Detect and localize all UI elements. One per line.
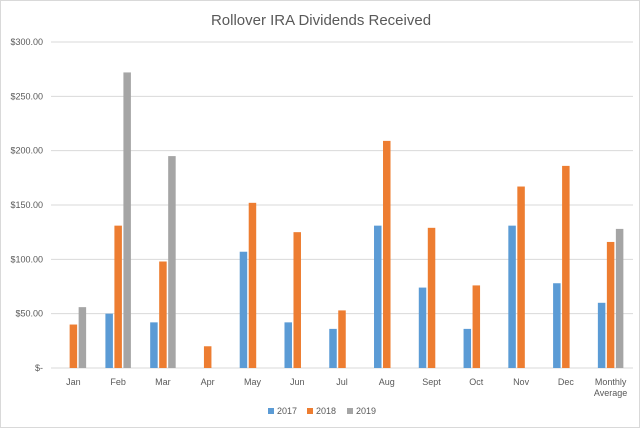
legend-swatch-2017 [268, 408, 274, 414]
bar-2019-monthly-average [615, 228, 624, 368]
bar-2018-aug [383, 140, 391, 368]
y-tick-label: $100.00 [10, 254, 43, 264]
bar-2017-dec [553, 283, 561, 368]
legend-swatch-2018 [307, 408, 313, 414]
x-tick-label: Oct [469, 377, 484, 387]
bar-2018-jan [69, 324, 78, 368]
x-tick-label: Jul [336, 377, 348, 387]
legend-label-2018: 2018 [316, 406, 336, 416]
x-tick-label: May [244, 377, 262, 387]
x-tick-label: Dec [558, 377, 575, 387]
bar-2018-apr [203, 346, 212, 368]
chart-title: Rollover IRA Dividends Received [211, 12, 431, 29]
bar-2018-jul [338, 310, 346, 368]
y-tick-label: $200.00 [10, 146, 43, 156]
y-tick-label: $300.00 [10, 37, 43, 47]
x-tick-label: Monthly [595, 377, 627, 387]
bar-2017-nov [508, 225, 516, 368]
bar-2018-sept [427, 227, 436, 368]
bar-2017-may [239, 251, 248, 368]
bar-2019-jan [78, 307, 87, 368]
x-tick-label: Nov [513, 377, 530, 387]
y-tick-label: $- [35, 363, 43, 373]
bar-2017-oct [463, 328, 472, 368]
x-tick-label: Jun [290, 377, 305, 387]
bar-2018-nov [517, 186, 525, 368]
x-tick-label: Average [594, 388, 627, 398]
bar-2019-mar [168, 156, 176, 368]
x-tick-label: Jan [66, 377, 81, 387]
legend-label-2019: 2019 [356, 406, 376, 416]
y-axis-ticks: $- $50.00 $100.00 $150.00 $200.00 $250.00 $300… [10, 37, 43, 373]
y-tick-label: $250.00 [10, 91, 43, 101]
x-tick-label: Mar [155, 377, 171, 387]
bar-2017-jul [329, 328, 337, 368]
y-tick-label: $50.00 [15, 309, 43, 319]
bars [69, 72, 624, 368]
bar-2017-mar [150, 322, 158, 368]
bar-2018-jun [293, 232, 301, 368]
bar-2018-feb [114, 225, 122, 368]
bar-2017-monthly-average [597, 302, 606, 368]
gridlines [51, 41, 633, 369]
bar-2018-monthly-average [606, 241, 615, 368]
x-tick-label: Aug [379, 377, 395, 387]
bar-2018-dec [562, 165, 570, 368]
bar-2017-aug [374, 225, 382, 368]
legend-label-2017: 2017 [277, 406, 297, 416]
bar-2017-feb [105, 313, 113, 368]
bar-2019-feb [123, 72, 131, 368]
bar-2018-oct [472, 285, 481, 368]
bar-2017-sept [418, 287, 427, 368]
legend: 2017 2018 2019 [268, 406, 376, 416]
bar-2018-mar [159, 261, 167, 368]
y-tick-label: $150.00 [10, 200, 43, 210]
x-axis-ticks: Jan Feb Mar Apr May Jun Jul Aug Sept Oct Nov Dec Mon… [66, 377, 627, 398]
legend-swatch-2019 [347, 408, 353, 414]
x-tick-label: Feb [110, 377, 126, 387]
x-tick-label: Apr [201, 377, 215, 387]
bar-2017-jun [284, 322, 292, 368]
bar-2018-may [248, 202, 257, 368]
x-tick-label: Sept [422, 377, 441, 387]
